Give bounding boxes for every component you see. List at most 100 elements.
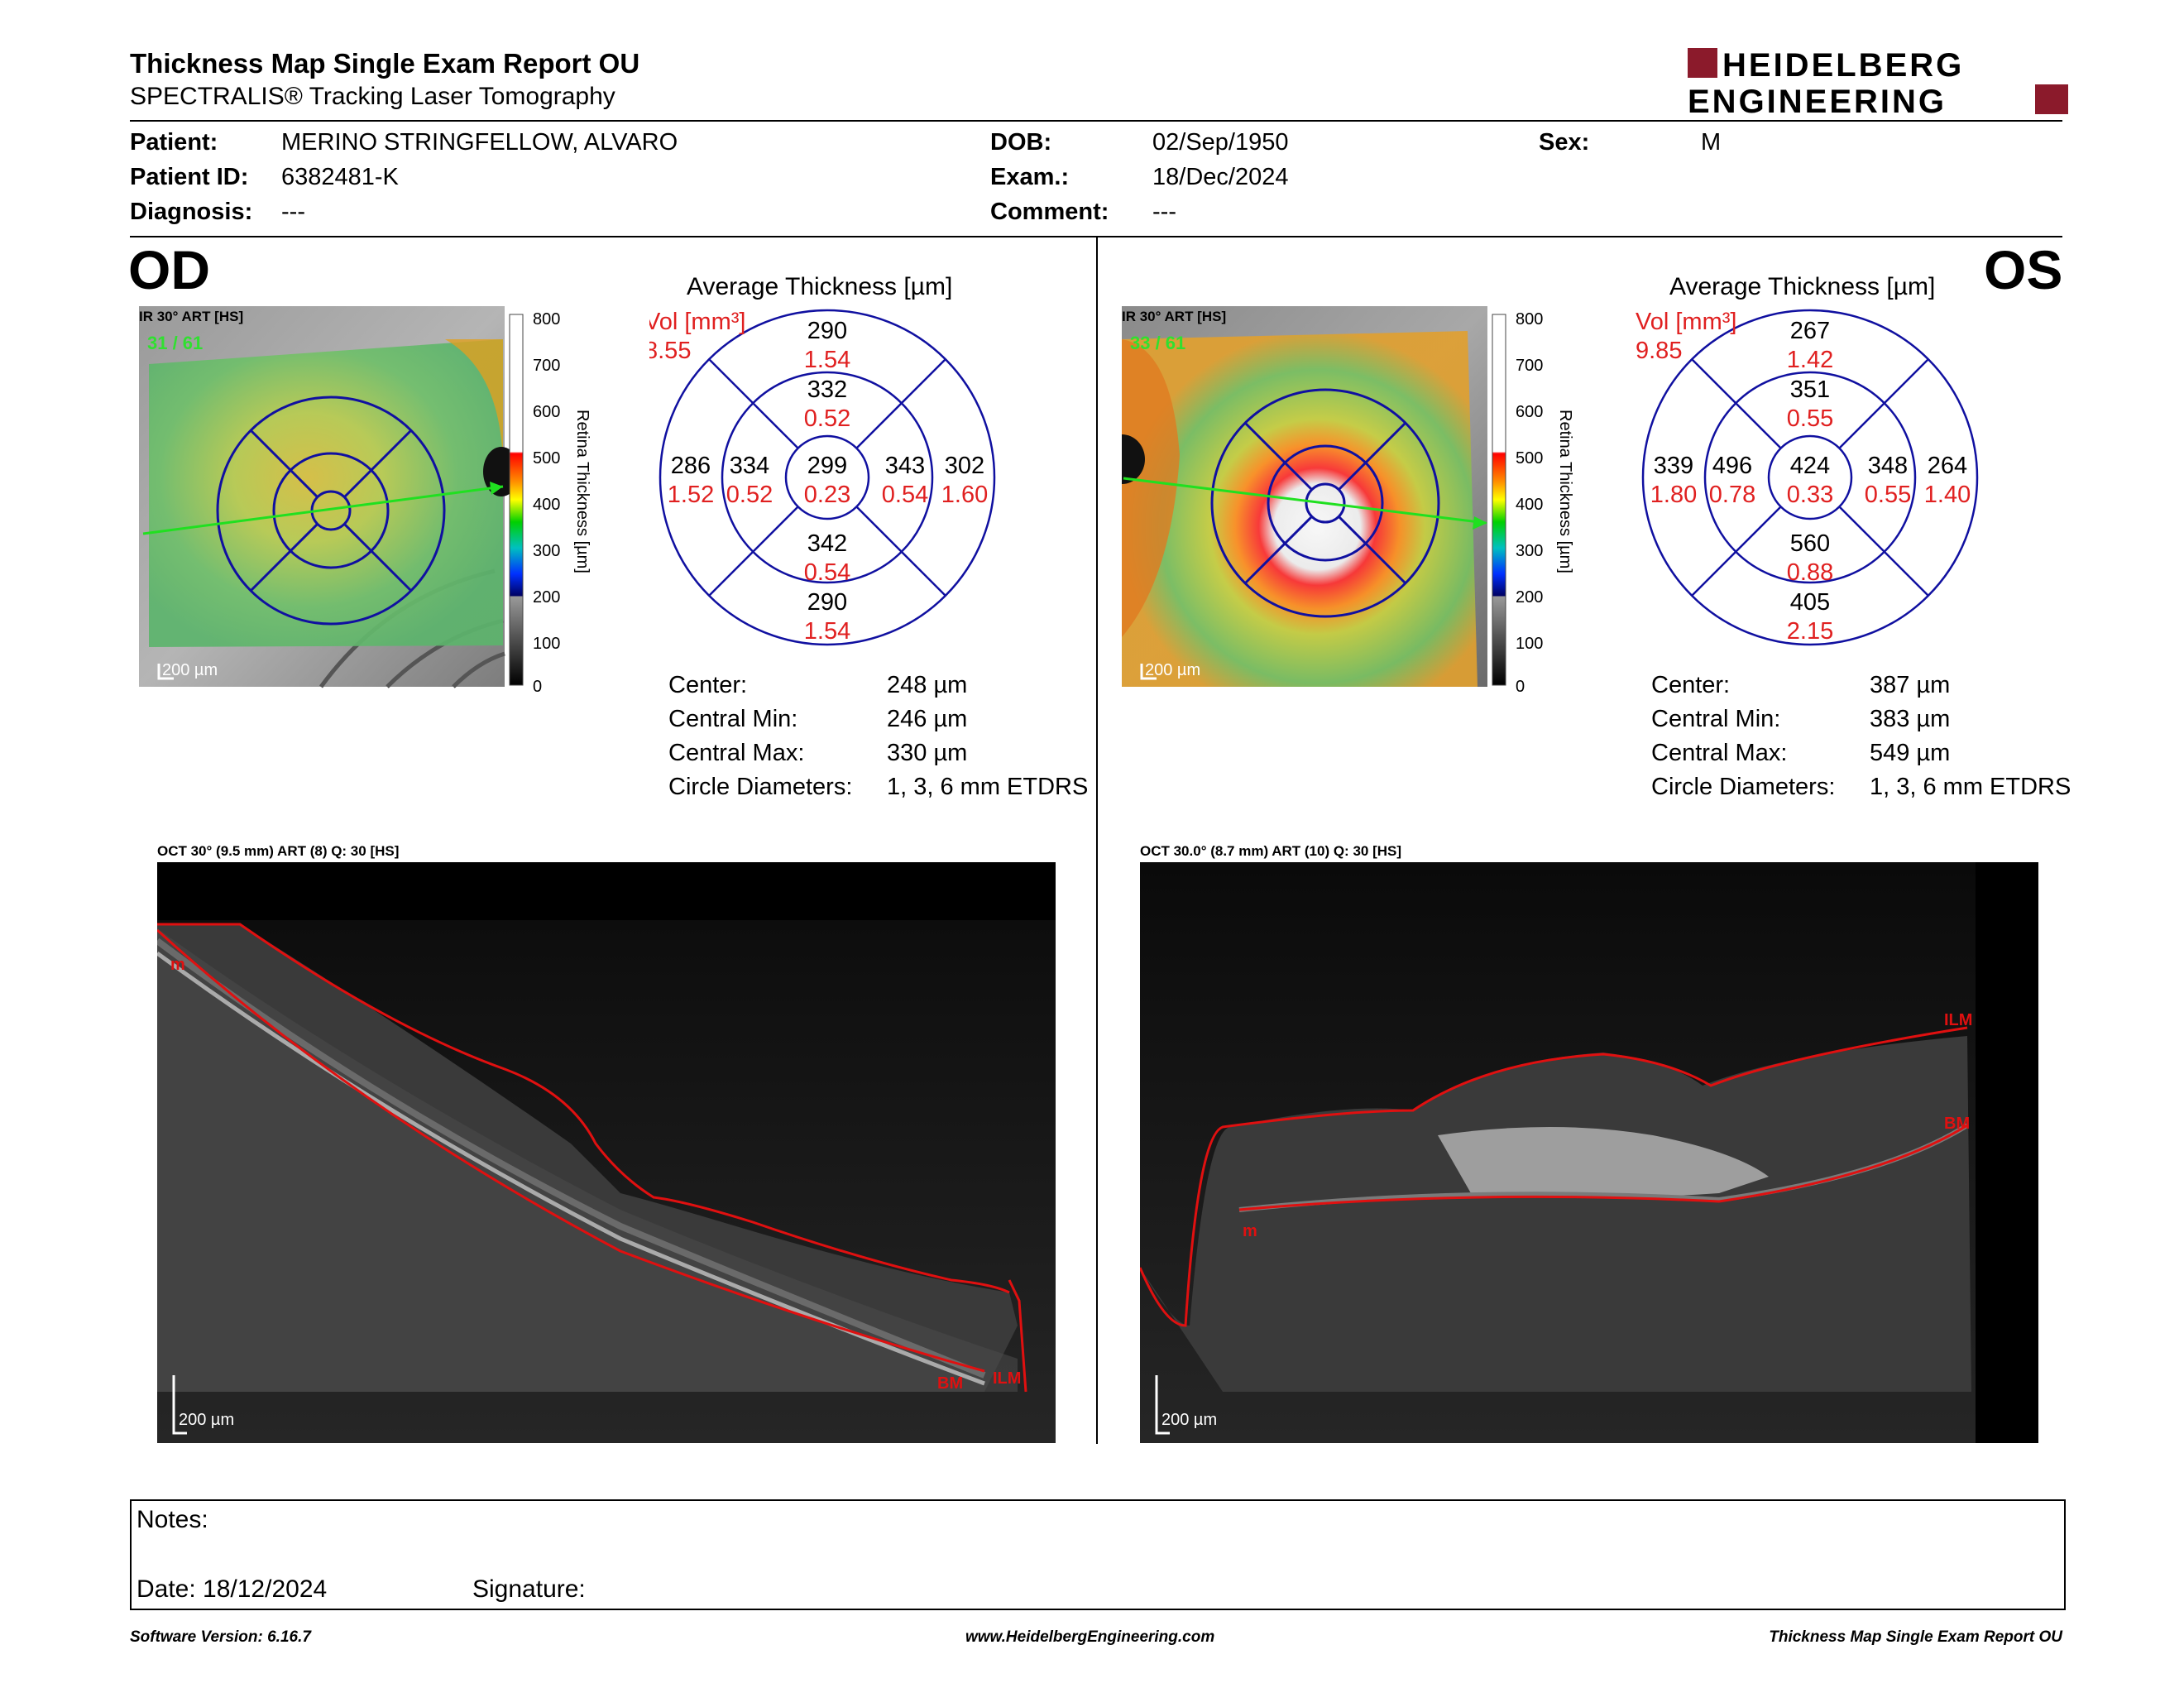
- os-inner-bottom-thickness: 560: [1790, 530, 1830, 557]
- od-inner-bottom-thickness: 342: [807, 530, 847, 557]
- os-frame-counter: 33 / 61: [1130, 333, 1185, 353]
- os-stat-label: Circle Diameters:: [1651, 774, 1836, 800]
- svg-text:300: 300: [1516, 542, 1543, 560]
- svg-text:700: 700: [533, 357, 560, 375]
- os-ir-label: IR 30° ART [HS]: [1122, 309, 1226, 324]
- od-layer-label-m: m: [170, 956, 185, 974]
- dob-value: 02/Sep/1950: [1152, 129, 1289, 156]
- svg-text:100: 100: [533, 635, 560, 653]
- od-oct-bscan: m BM ILM 200 µm: [157, 862, 1056, 1443]
- center-divider: [1096, 237, 1098, 1444]
- od-oct-scalebar: 200 µm: [179, 1411, 234, 1429]
- patient-divider: [130, 236, 2062, 237]
- notes-box[interactable]: Notes: Date: 18/12/2024 Signature:: [130, 1499, 2066, 1610]
- od-layer-label-bm: BM: [937, 1374, 963, 1393]
- od-vol-label: Vol [mm³]: [649, 309, 745, 335]
- sex-value: M: [1701, 129, 1722, 156]
- od-outer-bottom-thickness: 290: [807, 589, 847, 616]
- heidelberg-logo: HEIDELBERG ENGINEERING: [1688, 47, 2068, 116]
- od-eye-label: OD: [128, 239, 210, 300]
- od-outer-top-thickness: 290: [807, 318, 847, 344]
- os-eye-label: OS: [1984, 239, 2063, 300]
- footer-report-name: Thickness Map Single Exam Report OU: [1769, 1628, 2062, 1646]
- os-center-thickness: 424: [1790, 453, 1830, 479]
- od-vol-value: 8.55: [649, 338, 691, 364]
- os-map-scalebar: 200 µm: [1145, 661, 1200, 679]
- notes-label: Notes:: [136, 1506, 208, 1533]
- os-etdrs-grid: Vol [mm³] 9.85 267 1.42 351 0.55 339 1.8…: [1636, 309, 1979, 646]
- os-vol-value: 9.85: [1636, 338, 1682, 364]
- od-outer-right-thickness: 302: [945, 453, 984, 479]
- os-inner-left-volume: 0.78: [1709, 482, 1755, 508]
- od-outer-top-volume: 1.54: [804, 347, 850, 373]
- od-stat-value: 248 µm: [887, 672, 968, 698]
- logo-line2: ENGINEERING: [1688, 84, 1947, 116]
- os-outer-left-thickness: 339: [1654, 453, 1693, 479]
- od-ir-label: IR 30° ART [HS]: [139, 309, 243, 324]
- os-inner-top-thickness: 351: [1790, 376, 1830, 403]
- od-avg-title: Average Thickness [µm]: [687, 273, 953, 300]
- od-thickness-map: IR 30° ART [HS] 31 / 61 200 µm 800 700 6…: [139, 306, 592, 695]
- patient-name: MERINO STRINGFELLOW, ALVARO: [281, 129, 678, 156]
- report-subtitle: SPECTRALIS® Tracking Laser Tomography: [130, 83, 615, 110]
- dob-label: DOB:: [990, 129, 1052, 156]
- svg-text:500: 500: [1516, 449, 1543, 468]
- comment-value: ---: [1152, 199, 1176, 225]
- svg-text:500: 500: [533, 449, 560, 468]
- os-vol-label: Vol [mm³]: [1636, 309, 1736, 335]
- svg-text:700: 700: [1516, 357, 1543, 375]
- svg-text:600: 600: [533, 403, 560, 421]
- od-frame-counter: 31 / 61: [147, 333, 203, 353]
- os-stat-value: 383 µm: [1870, 706, 1951, 732]
- os-stat-label: Central Min:: [1651, 706, 1781, 732]
- os-outer-top-volume: 1.42: [1787, 347, 1833, 373]
- od-inner-top-volume: 0.52: [804, 405, 850, 432]
- diagnosis-value: ---: [281, 199, 305, 225]
- od-stat-label: Circle Diameters:: [668, 774, 853, 800]
- svg-text:0: 0: [1516, 678, 1525, 695]
- os-outer-left-volume: 1.80: [1650, 482, 1697, 508]
- od-layer-label-ilm: ILM: [993, 1369, 1021, 1388]
- exam-label: Exam.:: [990, 164, 1070, 190]
- od-center-thickness: 299: [807, 453, 847, 479]
- od-stat-value: 1, 3, 6 mm ETDRS: [887, 774, 1089, 800]
- svg-text:600: 600: [1516, 403, 1543, 421]
- svg-text:400: 400: [1516, 496, 1543, 514]
- od-inner-left-thickness: 334: [730, 453, 769, 479]
- os-layer-label-bm: BM: [1944, 1115, 1970, 1133]
- os-stat-value: 1, 3, 6 mm ETDRS: [1870, 774, 2071, 800]
- os-layer-label-m: m: [1243, 1222, 1257, 1240]
- os-stat-value: 549 µm: [1870, 740, 1951, 766]
- sex-label: Sex:: [1539, 129, 1590, 156]
- od-stat-value: 246 µm: [887, 706, 968, 732]
- od-map-scalebar: 200 µm: [162, 661, 218, 679]
- patient-id: 6382481-K: [281, 164, 399, 190]
- svg-text:0: 0: [533, 678, 542, 695]
- od-outer-right-volume: 1.60: [941, 482, 988, 508]
- od-stat-label: Central Max:: [668, 740, 805, 766]
- os-inner-bottom-volume: 0.88: [1787, 559, 1833, 586]
- od-outer-bottom-volume: 1.54: [804, 618, 850, 645]
- os-stat-label: Center:: [1651, 672, 1731, 698]
- comment-label: Comment:: [990, 199, 1109, 225]
- os-outer-right-volume: 1.40: [1924, 482, 1971, 508]
- od-scale-axis-label: Retina Thickness [µm]: [573, 410, 592, 573]
- svg-text:800: 800: [533, 310, 560, 328]
- os-inner-top-volume: 0.55: [1787, 405, 1833, 432]
- footer-website: www.HeidelbergEngineering.com: [965, 1628, 1215, 1646]
- date-label: Date: 18/12/2024: [136, 1575, 328, 1603]
- od-oct-label: OCT 30° (9.5 mm) ART (8) Q: 30 [HS]: [157, 843, 400, 859]
- os-outer-right-thickness: 264: [1928, 453, 1967, 479]
- diagnosis-label: Diagnosis:: [130, 199, 253, 225]
- svg-text:800: 800: [1516, 310, 1543, 328]
- os-outer-bottom-volume: 2.15: [1787, 618, 1833, 645]
- od-inner-top-thickness: 332: [807, 376, 847, 403]
- od-inner-left-volume: 0.52: [726, 482, 773, 508]
- os-outer-top-thickness: 267: [1790, 318, 1830, 344]
- svg-text:300: 300: [533, 542, 560, 560]
- od-etdrs-grid: Vol [mm³] 8.55 290 1.54 332 0.52 286 1.5…: [649, 309, 996, 646]
- od-center-volume: 0.23: [804, 482, 850, 508]
- signature-label: Signature:: [472, 1575, 586, 1603]
- svg-text:400: 400: [533, 496, 560, 514]
- os-outer-bottom-thickness: 405: [1790, 589, 1830, 616]
